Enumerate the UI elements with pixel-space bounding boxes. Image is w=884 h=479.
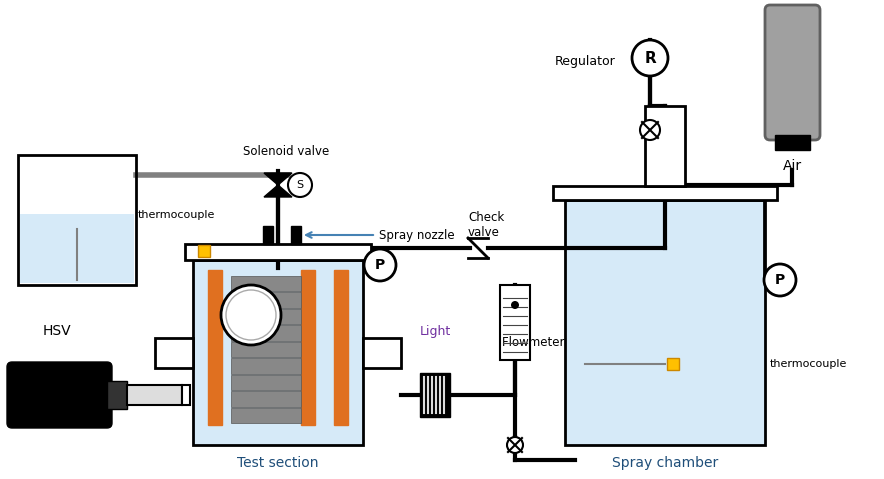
Bar: [18, 155, 136, 285]
Bar: [645, 106, 685, 186]
Bar: [231, 276, 301, 291]
Text: Flow​meter: Flow​meter: [502, 337, 565, 350]
Bar: [198, 245, 210, 257]
Bar: [263, 226, 273, 244]
Bar: [565, 200, 765, 445]
Bar: [231, 391, 301, 407]
Circle shape: [364, 249, 396, 281]
Circle shape: [632, 40, 668, 76]
Text: Spray chamber: Spray chamber: [612, 456, 718, 470]
Text: Light: Light: [419, 325, 451, 338]
Text: R: R: [644, 50, 656, 66]
Bar: [185, 244, 371, 260]
Bar: [334, 270, 348, 425]
Text: P: P: [775, 273, 785, 287]
Circle shape: [507, 437, 523, 453]
FancyBboxPatch shape: [765, 5, 820, 140]
Bar: [775, 135, 810, 150]
Text: P: P: [375, 258, 385, 272]
Bar: [301, 270, 315, 425]
Bar: [565, 200, 765, 445]
Circle shape: [221, 285, 281, 345]
Bar: [231, 375, 301, 390]
Text: thermocouple: thermocouple: [770, 359, 848, 369]
Bar: [20, 214, 134, 283]
Bar: [231, 358, 301, 374]
Bar: [667, 358, 679, 370]
Circle shape: [640, 120, 660, 140]
Bar: [107, 381, 127, 409]
Circle shape: [511, 301, 519, 309]
Circle shape: [764, 264, 796, 296]
Text: Spray nozzle: Spray nozzle: [379, 228, 454, 241]
Text: Regulator: Regulator: [554, 55, 615, 68]
Bar: [193, 260, 363, 445]
Bar: [127, 385, 182, 405]
Text: Solenoid valve: Solenoid valve: [243, 145, 329, 158]
Bar: [155, 338, 193, 368]
Text: S: S: [296, 180, 303, 190]
Polygon shape: [264, 185, 292, 197]
Bar: [231, 293, 301, 308]
Bar: [231, 325, 301, 341]
Bar: [231, 309, 301, 324]
Text: Test section: Test section: [237, 456, 319, 470]
Text: thermocouple: thermocouple: [138, 210, 216, 220]
Bar: [182, 385, 190, 405]
Bar: [420, 373, 450, 417]
Bar: [553, 186, 777, 200]
Bar: [193, 260, 363, 445]
Polygon shape: [264, 173, 292, 185]
Bar: [291, 226, 301, 244]
Text: HSV: HSV: [42, 324, 72, 338]
Bar: [231, 342, 301, 357]
Bar: [208, 270, 222, 425]
Text: Check
valve: Check valve: [468, 211, 504, 239]
Bar: [500, 285, 530, 360]
FancyBboxPatch shape: [7, 362, 112, 428]
Bar: [231, 408, 301, 423]
Text: Air: Air: [782, 159, 802, 173]
Bar: [363, 338, 401, 368]
